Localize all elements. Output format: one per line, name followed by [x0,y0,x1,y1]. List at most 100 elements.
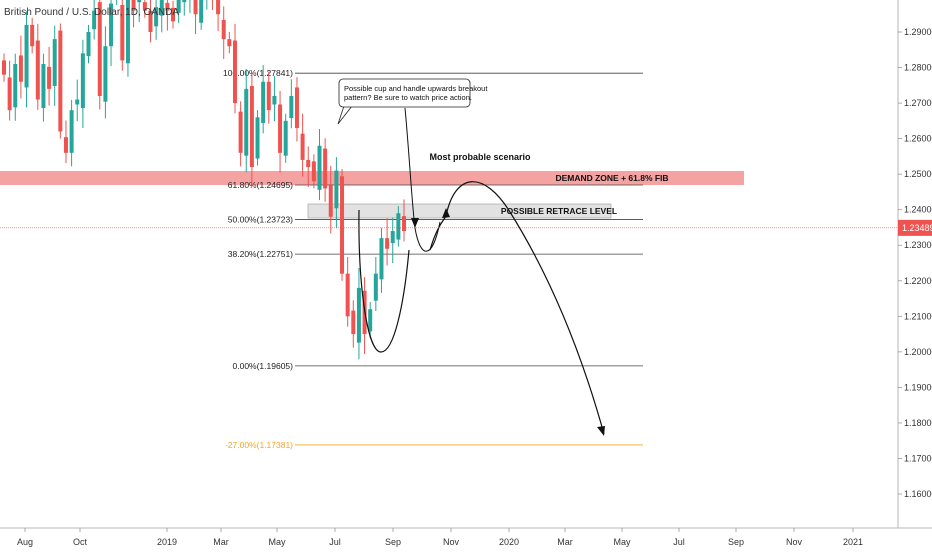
candle-body [176,0,181,13]
candle-body [97,2,102,96]
time-tick-label: Nov [786,537,803,547]
candle-body [216,0,221,15]
time-tick-label: 2019 [157,537,177,547]
price-tick-label: 1.23000 [904,240,932,250]
time-tick-label: Mar [213,537,229,547]
candle-body [334,170,339,209]
candle-body [24,24,29,88]
candle-body [306,159,311,168]
candle-body [294,87,299,128]
candle-body [103,46,108,102]
price-tick-label: 1.17000 [904,453,932,463]
scenario-label: Most probable scenario [429,152,531,162]
fib-level-label: 0.00%(1.19605) [233,361,294,371]
time-tick-label: Sep [728,537,744,547]
time-tick-label: Jul [329,537,341,547]
candle-body [373,273,378,301]
arrowhead-up-1 [411,218,419,228]
time-tick-label: 2020 [499,537,519,547]
candle-body [356,287,361,343]
price-tick-label: 1.18000 [904,418,932,428]
candle-body [345,273,350,317]
price-tick-label: 1.25000 [904,169,932,179]
price-axis[interactable]: 1.29000 1.28000 1.27000 1.26000 1.25000 1.240… [898,27,932,499]
candle-body [289,95,294,119]
price-tick-label: 1.22000 [904,276,932,286]
candle-body [311,161,316,182]
candle-body [368,309,373,332]
price-tick-label: 1.26000 [904,134,932,144]
candle-body [18,55,23,82]
candle-body [317,145,322,190]
candle-body [13,63,18,108]
price-tick-label: 1.19000 [904,382,932,392]
candle-body [92,10,97,30]
fib-level-label: 50.00%(1.23723) [228,215,293,225]
arrowhead-up-2 [442,208,450,218]
candle-body [396,213,401,240]
price-tick-label: 1.29000 [904,27,932,37]
price-tick-label: 1.24000 [904,205,932,215]
candle-body [58,30,63,132]
candle-body [328,185,333,217]
time-axis[interactable]: Aug Oct 2019 Mar May Jul Sep Nov 2020 Mar May Jul Se… [17,528,863,547]
candle-body [238,111,243,153]
cup-handle-drawing [358,107,605,435]
candle-body [379,238,384,280]
candle-body [125,0,130,64]
candle-body [385,238,390,249]
last-price-value: 1.23489 [902,223,932,233]
price-axis-bg [898,0,932,550]
candle-body [142,2,147,11]
candle-body [148,10,153,33]
candle-body [272,95,277,105]
candle-body [249,86,254,168]
fib-retracement: 100.00%(1.27841) 61.80%(1.24695) 50.00%(1.… [223,68,643,450]
candle-body [323,148,328,189]
time-tick-label: 2021 [843,537,863,547]
candle-body [69,110,74,153]
candle-body [351,310,356,335]
arrowheads [411,208,605,436]
candle-body [30,24,35,47]
price-tick-label: 1.21000 [904,311,932,321]
candle-body [171,7,176,22]
time-tick-label: May [268,537,286,547]
fib-level-label: 61.80%(1.24695) [228,180,293,190]
candle-body [2,60,6,75]
price-tick-label: 1.28000 [904,63,932,73]
candle-body [165,2,170,11]
price-tick-label: 1.27000 [904,98,932,108]
candle-body [193,0,198,15]
price-tick-label: 1.16000 [904,489,932,499]
time-tick-label: Nov [443,537,460,547]
last-price-tag-bg [898,219,932,236]
candle-body [283,120,288,156]
symbol-title: British Pound / U.S. Dollar, 1D, OANDA [4,7,179,18]
candle-body [244,88,249,156]
fib-level-label: 38.20%(1.22751) [228,249,293,259]
candle-body [266,81,271,111]
candle-body [300,133,305,160]
note-text-line1: Possible cup and handle upwards breakout [344,84,488,93]
candle-body [75,99,80,105]
candle-body [80,53,85,109]
candle-body [47,66,52,89]
candle-body [137,0,142,3]
time-tick-label: Mar [557,537,573,547]
candle-body [154,7,159,27]
candle-body [41,63,46,109]
retrace-level-label: POSSIBLE RETRACE LEVEL [501,206,617,216]
price-tick-label: 1.20000 [904,347,932,357]
candle-body [227,39,232,47]
time-tick-label: Oct [73,537,88,547]
candle-body [390,231,395,244]
time-tick-label: Sep [385,537,401,547]
candle-body [35,40,40,100]
candle-body [120,4,125,61]
arrowhead-down [597,426,605,436]
candle-body [199,0,204,23]
note-text-line2: pattern? Be sure to watch price action. [344,93,472,102]
